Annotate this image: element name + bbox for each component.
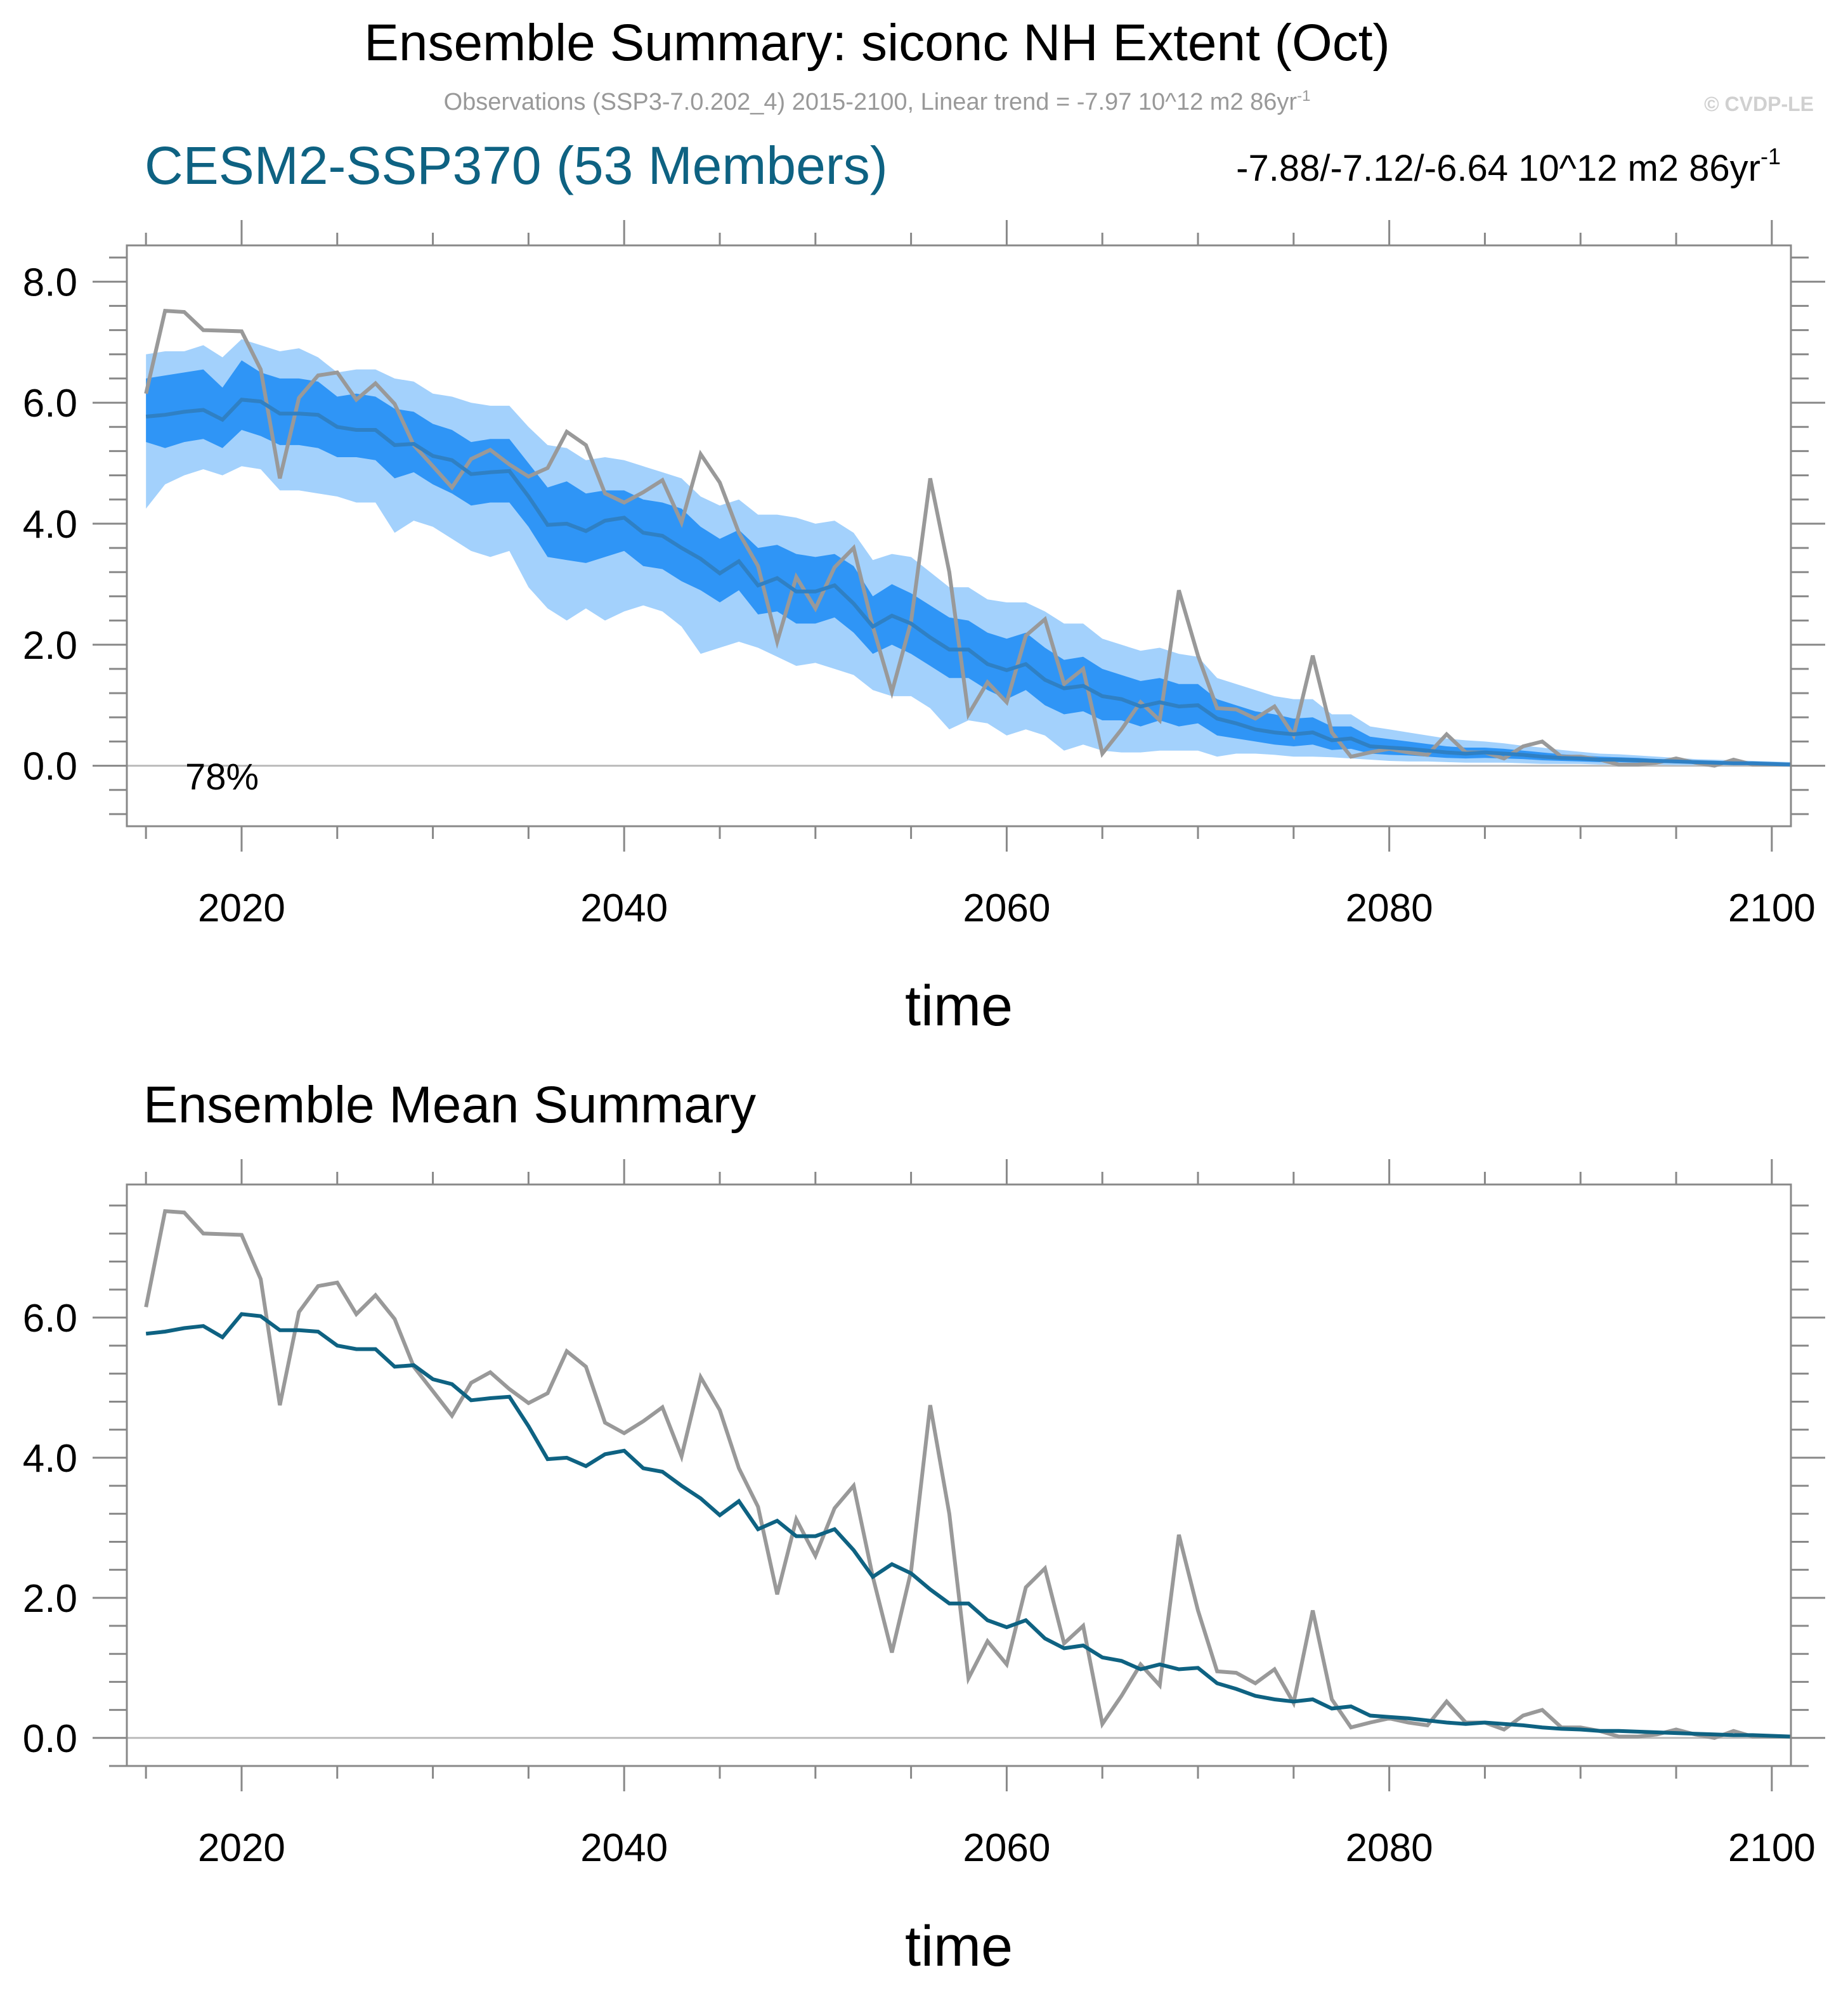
trend-superscript: -1 <box>1760 143 1781 169</box>
panel-2-ensemble-mean-line <box>145 1312 1792 1739</box>
x-tick-label: 2080 <box>1346 1826 1433 1870</box>
panel-1-gridticks <box>93 220 1825 852</box>
x-tick-label: 2080 <box>1346 886 1433 930</box>
y-tick-label: 0.0 <box>23 1717 77 1761</box>
y-tick-label: 2.0 <box>23 624 77 668</box>
x-tick-label: 2100 <box>1728 886 1816 930</box>
y-tick-label: 2.0 <box>23 1577 77 1621</box>
panel-2-frame <box>126 1183 1792 1767</box>
panel-2-observations-line <box>144 1209 1791 1740</box>
y-tick-label: 6.0 <box>23 382 77 425</box>
panel-2-title: Ensemble Mean Summary <box>143 1076 756 1134</box>
x-tick-label: 2040 <box>580 1826 668 1870</box>
subtitle-superscript: -1 <box>1297 88 1310 105</box>
panel-2-x-axis-label: time <box>905 1915 1013 1978</box>
subtitle: Observations (SSP3-7.0.202_4) 2015-2100,… <box>444 88 1311 115</box>
panel-2-gridticks <box>93 1159 1825 1791</box>
x-tick-label: 2060 <box>963 1826 1050 1870</box>
subtitle-text: Observations (SSP3-7.0.202_4) 2015-2100,… <box>444 89 1298 115</box>
y-tick-label: 6.0 <box>23 1297 77 1340</box>
y-tick-label: 4.0 <box>23 503 77 547</box>
panel-1-plot: 78% 2020 2040 2060 2080 21000.02.04.06.08.0 … <box>23 220 1825 1038</box>
x-tick-label: 2020 <box>198 1826 285 1870</box>
inner-range-band <box>146 360 1792 765</box>
main-title: Ensemble Summary: siconc NH Extent (Oct) <box>364 14 1390 72</box>
y-tick-label: 4.0 <box>23 1437 77 1481</box>
model-title: CESM2-SSP370 (53 Members) <box>145 136 888 195</box>
y-tick-label: 8.0 <box>23 261 77 304</box>
x-tick-label: 2100 <box>1728 1826 1816 1870</box>
percent-label: 78% <box>185 756 259 798</box>
trend-text: -7.88/-7.12/-6.64 10^12 m2 86yr <box>1236 148 1760 189</box>
panel-2-plot: 2020 2040 2060 2080 2100 0.0 2.0 4.0 6.0 time <box>23 1159 1825 1978</box>
x-tick-label: 2060 <box>963 886 1050 930</box>
panel-2-tick-labels: 2020 2040 2060 2080 2100 0.0 2.0 4.0 6.0 <box>23 1297 1816 1870</box>
panel-1-ensemble-mean-line <box>145 398 1792 767</box>
panel-1-observations-line <box>144 308 1791 768</box>
panel-1-frame <box>126 244 1792 828</box>
x-tick-label: 2040 <box>580 886 668 930</box>
copyright: © CVDP-LE <box>1704 93 1814 115</box>
x-tick-label: 2020 <box>198 886 285 930</box>
panel-1-x-axis-label: time <box>905 975 1013 1038</box>
panel-1-tick-labels: 2020 2040 2060 2080 2100 0.0 2.0 4.0 6.0 8.0 <box>23 261 1816 930</box>
y-tick-label: 0.0 <box>23 745 77 789</box>
trend-label: -7.88/-7.12/-6.64 10^12 m2 86yr-1 <box>1236 143 1781 189</box>
